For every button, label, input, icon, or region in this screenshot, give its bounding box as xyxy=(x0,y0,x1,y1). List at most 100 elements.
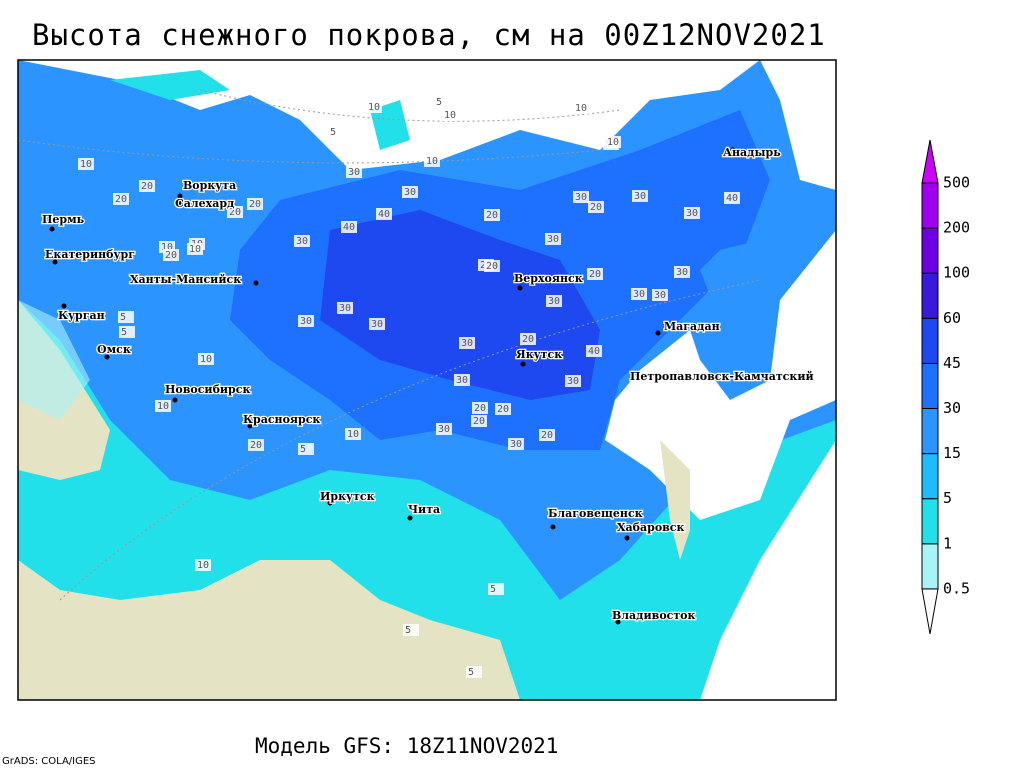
snow-deeper xyxy=(320,210,600,400)
city-dot xyxy=(247,423,253,429)
colorbar-label: 500 xyxy=(943,174,970,192)
contour-label: 30 xyxy=(575,192,587,203)
contour-label-bg xyxy=(586,345,602,357)
contour-label-bg xyxy=(652,289,668,301)
contour-label: 10 xyxy=(607,137,619,148)
contour-label-bg xyxy=(495,403,511,415)
contour-label-bg xyxy=(674,266,690,278)
contour-label-bg xyxy=(546,295,562,307)
city-label: Омск xyxy=(97,343,131,356)
colorbar-box xyxy=(921,317,939,364)
colorbar-max-triangle xyxy=(921,139,939,184)
contour-label-bg xyxy=(341,221,357,233)
contour-label: 10 xyxy=(575,103,587,114)
contour-label: 10 xyxy=(157,401,169,412)
credit: GrADS: COLA/IGES xyxy=(2,756,96,767)
city-dot xyxy=(327,500,333,506)
contour-label: 20 xyxy=(590,202,602,213)
contour-label-bg xyxy=(139,180,155,192)
city-label: Иркутск xyxy=(320,490,375,503)
colorbar-box xyxy=(921,272,939,319)
contour-label: 10 xyxy=(80,159,92,170)
contour-label-bg xyxy=(632,190,648,202)
contour-label: 30 xyxy=(461,338,473,349)
city-dot xyxy=(550,524,556,530)
contour-label-bg xyxy=(248,439,264,451)
colorbar-box xyxy=(921,498,939,545)
contour-label: 20 xyxy=(522,334,534,345)
contour-label: 5 xyxy=(490,584,496,595)
pacific-ocean xyxy=(605,230,836,700)
city-dot xyxy=(49,226,55,232)
contour-label-bg xyxy=(337,302,353,314)
contour-label-bg xyxy=(402,186,418,198)
contour-label-bg xyxy=(227,206,243,218)
city-dot xyxy=(520,361,526,367)
contour-label-bg xyxy=(466,666,482,678)
contour-label: 5 xyxy=(436,97,442,108)
contour-label: 20 xyxy=(229,207,241,218)
contour-label-bg xyxy=(684,207,700,219)
city-dot xyxy=(655,330,661,336)
city-label: Благовещенск xyxy=(548,507,643,520)
contour-labels: 1051051051020201020203030404030203030203… xyxy=(5,96,740,681)
contour-label: 30 xyxy=(548,296,560,307)
city-label: Салехард xyxy=(175,197,234,210)
contour-label: 10 xyxy=(161,242,173,253)
contour-label: 20 xyxy=(497,404,509,415)
contour-label: 30 xyxy=(300,316,312,327)
contour-label-bg xyxy=(488,583,504,595)
contour-label-bg xyxy=(454,374,470,386)
city-label: Пермь xyxy=(42,213,85,226)
contour-label-bg xyxy=(573,102,589,114)
contour-label: 30 xyxy=(339,303,351,314)
contour-label-bg xyxy=(78,158,94,170)
contour-label-bg xyxy=(724,192,740,204)
contour-label: 30 xyxy=(371,319,383,330)
contour-label: 5 xyxy=(405,625,411,636)
colorbar-box xyxy=(921,408,939,455)
contour-label-bg xyxy=(484,209,500,221)
city-label: Магадан xyxy=(664,320,720,333)
contour-label: 5 xyxy=(120,312,126,323)
city-label: Воркута xyxy=(183,179,236,192)
contour-label: 30 xyxy=(567,376,579,387)
city-label: Анадырь xyxy=(723,146,781,159)
contour-label: 20 xyxy=(541,430,553,441)
contour-label-bg xyxy=(118,311,134,323)
contour-label: 5 xyxy=(468,667,474,678)
contour-label-bg xyxy=(198,353,214,365)
contour-label: 20 xyxy=(474,403,486,414)
colorbar-box xyxy=(921,182,939,229)
map-frame xyxy=(17,59,837,701)
contour-label-bg xyxy=(18,669,19,681)
colorbar-box xyxy=(921,453,939,500)
contour-label: 10 xyxy=(197,560,209,571)
colorbar-label: 30 xyxy=(943,399,961,417)
contour-label: 30 xyxy=(654,290,666,301)
city-dot xyxy=(172,397,178,403)
city-label: Якутск xyxy=(516,348,562,361)
contour-label-bg xyxy=(484,260,500,272)
contour-label-bg xyxy=(520,333,536,345)
contour-label: 10 xyxy=(444,110,456,121)
contour-label-bg xyxy=(328,126,344,138)
contour-label: 5 xyxy=(5,670,11,681)
contour-label: 40 xyxy=(378,209,390,220)
colorbar-label: 100 xyxy=(943,264,970,282)
contour-label: 30 xyxy=(510,439,522,450)
city-label: Ханты-Мансийск xyxy=(130,273,241,286)
map: 1051051051020201020203030404030203030203… xyxy=(5,60,836,700)
contour-label-bg xyxy=(113,193,129,205)
contour-label-bg xyxy=(187,243,203,255)
contour-label-bg xyxy=(631,288,647,300)
city-dot xyxy=(615,619,621,625)
contour-label-bg xyxy=(369,318,385,330)
contour-label: 30 xyxy=(438,424,450,435)
city-dot xyxy=(104,354,110,360)
colorbar-label: 200 xyxy=(943,219,970,237)
contour-label: 30 xyxy=(404,187,416,198)
city-label: Чита xyxy=(408,503,440,516)
